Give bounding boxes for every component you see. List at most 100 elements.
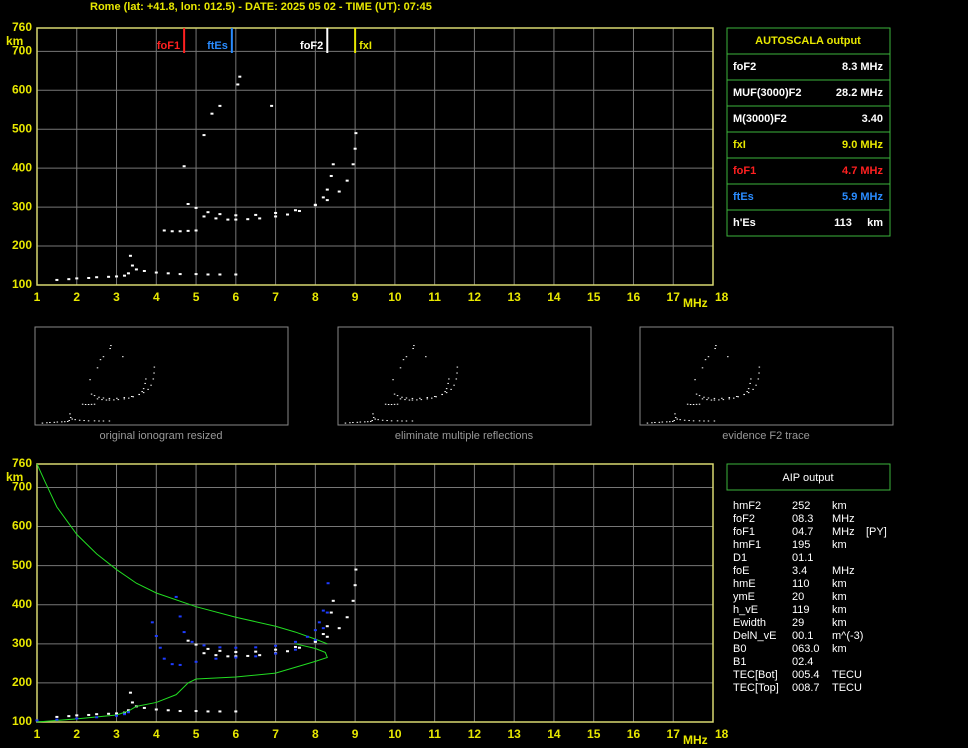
trace-point <box>337 627 341 630</box>
trace-point <box>354 568 358 571</box>
row-value: 5.9 MHz <box>842 191 883 203</box>
trace-point <box>353 584 357 587</box>
aip-cell: km <box>832 617 847 629</box>
trace-point <box>733 397 735 399</box>
trace-point <box>109 348 111 350</box>
row-value: 9.0 MHz <box>842 139 883 151</box>
trace-point <box>49 421 51 423</box>
trace-point <box>147 388 149 390</box>
aip-cell: 110 <box>792 578 810 590</box>
x-tick-label: 1 <box>34 290 41 304</box>
trace-point <box>186 203 190 206</box>
trace-point <box>145 378 147 380</box>
trace-point <box>426 397 429 399</box>
x-tick-label: 17 <box>667 727 681 741</box>
trace-point <box>122 713 126 716</box>
trace-point <box>713 399 716 401</box>
trace-point <box>371 420 373 422</box>
trace-point <box>757 378 760 380</box>
y-tick-label: 400 <box>12 597 32 611</box>
trace-point <box>367 421 369 423</box>
trace-point <box>95 276 99 279</box>
trace-point <box>435 396 437 398</box>
aip-cell: TECU <box>832 669 862 681</box>
trace-point <box>329 611 333 614</box>
trace-point <box>214 654 218 657</box>
aip-cell: MHz <box>832 526 855 538</box>
trace-point <box>128 254 132 257</box>
trace-point <box>150 621 154 624</box>
marker-label: ftEs <box>207 40 228 52</box>
trace-point <box>321 609 325 612</box>
thumbnail-caption: evidence F2 trace <box>722 430 809 442</box>
autoscala-title: AUTOSCALA output <box>755 35 861 47</box>
trace-point <box>206 273 210 276</box>
trace-point <box>107 275 111 278</box>
trace-point <box>758 366 761 368</box>
x-tick-label: 6 <box>232 290 239 304</box>
trace-point <box>74 419 76 421</box>
trace-point <box>214 657 218 660</box>
trace-point <box>126 272 130 275</box>
trace-point <box>254 646 258 649</box>
trace-point <box>218 104 222 107</box>
trace-point <box>126 711 130 714</box>
trace-point <box>234 655 238 658</box>
trace-point <box>456 366 459 368</box>
trace-point <box>321 633 325 636</box>
trace-point <box>405 356 408 358</box>
trace-point <box>695 403 698 405</box>
aip-cell: TECU <box>832 682 862 694</box>
trace-point <box>258 217 262 220</box>
aip-cell: B0 <box>733 643 746 655</box>
trace-point <box>401 396 403 398</box>
aip-cell: foF1 <box>733 526 755 538</box>
thumbnail-caption: original ionogram resized <box>100 430 223 442</box>
trace-point <box>718 399 720 401</box>
aip-box <box>726 463 891 491</box>
trace-point <box>130 701 134 704</box>
trace-point <box>154 271 158 274</box>
trace-point <box>345 179 349 182</box>
row-label: M(3000)F2 <box>733 113 787 125</box>
aip-cell: km <box>832 604 847 616</box>
x-tick-label: 17 <box>667 290 681 304</box>
trace-point <box>651 422 653 424</box>
trace-point <box>67 278 71 281</box>
trace-point <box>286 213 290 216</box>
trace-point <box>254 650 258 653</box>
profile-line <box>36 643 328 723</box>
trace-point <box>453 384 455 386</box>
trace-point <box>194 206 198 209</box>
aip-cell: km <box>832 643 847 655</box>
trace-point <box>735 395 738 397</box>
trace-point <box>695 393 698 395</box>
row-label: foF1 <box>733 165 756 177</box>
trace-point <box>749 382 751 384</box>
trace-point <box>93 403 96 405</box>
aip-cell: MHz <box>832 513 855 525</box>
trace-point <box>646 422 649 424</box>
trace-point <box>154 635 158 637</box>
aip-cell: h_vE <box>733 604 758 616</box>
trace-point <box>669 421 671 423</box>
trace-point <box>408 399 411 401</box>
aip-cell: 063.0 <box>792 643 820 655</box>
trace-point <box>154 708 158 711</box>
trace-point <box>130 264 134 267</box>
trace-point <box>456 372 458 374</box>
trace-point <box>297 646 301 649</box>
x-tick-label: 11 <box>428 727 441 741</box>
trace-point <box>95 713 99 716</box>
trace-point <box>105 399 108 401</box>
y-tick-label: 600 <box>12 519 32 533</box>
trace-point <box>692 404 695 406</box>
trace-point <box>317 621 321 624</box>
trace-point <box>758 372 760 374</box>
trace-point <box>707 420 710 422</box>
trace-point <box>337 190 341 193</box>
trace-point <box>381 419 384 421</box>
trace-point <box>345 616 349 619</box>
trace-point <box>698 403 701 405</box>
